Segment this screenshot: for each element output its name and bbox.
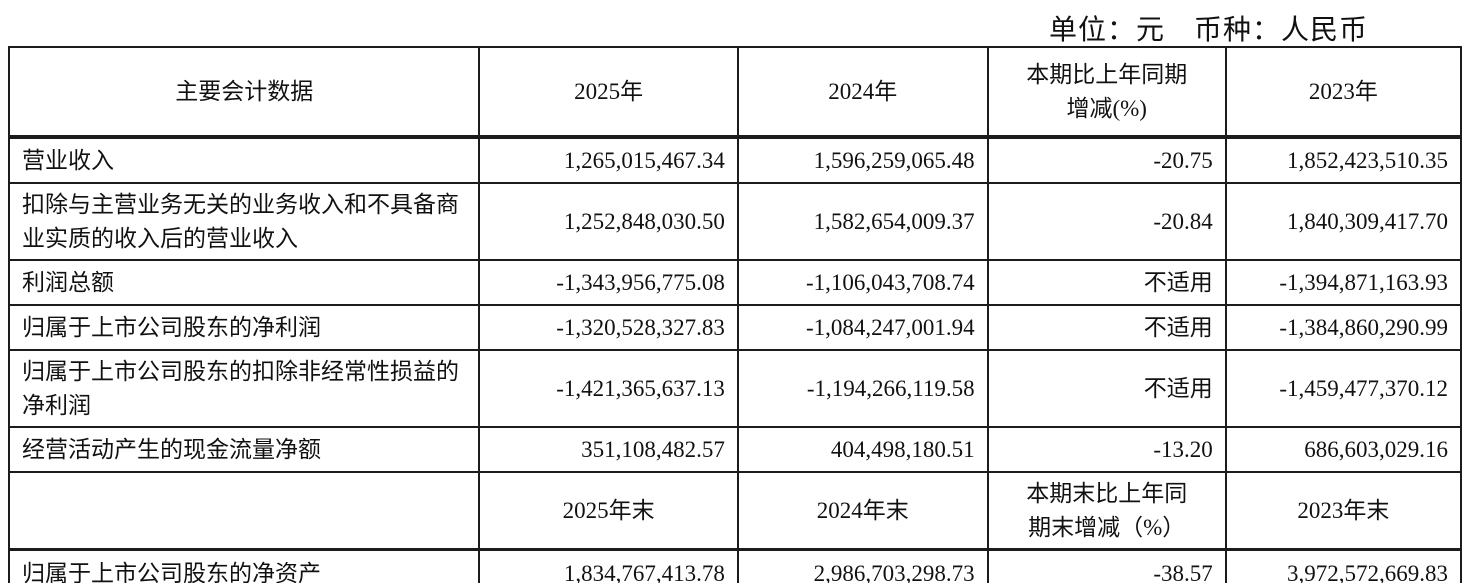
cell-change: -20.75 xyxy=(986,136,1227,184)
row-label: 归属于上市公司股东的扣除非经常性损益的净利润 xyxy=(7,349,481,428)
row-label: 利润总额 xyxy=(7,259,481,306)
cell-2023: -1,459,477,370.12 xyxy=(1224,349,1463,428)
cell-2025: -1,343,956,775.08 xyxy=(478,259,739,306)
header-yearend-change: 本期末比上年同 期末增减（%） xyxy=(986,471,1227,551)
header-2023: 2023年 xyxy=(1224,46,1463,139)
cell-2024: 2,986,703,298.73 xyxy=(736,548,989,583)
header-empty xyxy=(7,471,481,551)
row-label: 扣除与主营业务无关的业务收入和不具备商业实质的收入后的营业收入 xyxy=(7,182,481,261)
table-row: 营业收入 1,265,015,467.34 1,596,259,065.48 -… xyxy=(7,136,1463,184)
cell-2025: 351,108,482.57 xyxy=(478,426,739,473)
table-row: 扣除与主营业务无关的业务收入和不具备商业实质的收入后的营业收入 1,252,84… xyxy=(7,182,1463,261)
row-label: 营业收入 xyxy=(7,136,481,184)
cell-2023: 3,972,572,669.83 xyxy=(1224,548,1463,583)
header-main-data: 主要会计数据 xyxy=(7,46,481,139)
cell-2024: -1,194,266,119.58 xyxy=(736,349,989,428)
row-label: 归属于上市公司股东的净资产 xyxy=(7,548,481,583)
cell-change: -13.20 xyxy=(986,426,1227,473)
header-yoy-change: 本期比上年同期 增减(%) xyxy=(986,46,1227,139)
cell-2024: 1,596,259,065.48 xyxy=(736,136,989,184)
header-2024-end: 2024年末 xyxy=(736,471,989,551)
cell-2023: -1,394,871,163.93 xyxy=(1224,259,1463,306)
cell-2025: -1,421,365,637.13 xyxy=(478,349,739,428)
cell-2023: 1,840,309,417.70 xyxy=(1224,182,1463,261)
cell-2023: 1,852,423,510.35 xyxy=(1224,136,1463,184)
unit-currency-caption: 单位：元 币种：人民币 xyxy=(1048,15,1368,46)
cell-change: -20.84 xyxy=(986,182,1227,261)
key-accounting-data-table: 主要会计数据 2025年 2024年 本期比上年同期 增减(%) 2023年 营… xyxy=(7,46,1463,583)
header-2025-end: 2025年末 xyxy=(478,471,739,551)
row-label: 经营活动产生的现金流量净额 xyxy=(7,426,481,473)
header-2025: 2025年 xyxy=(478,46,739,139)
header-2024: 2024年 xyxy=(736,46,989,139)
table-header-row: 主要会计数据 2025年 2024年 本期比上年同期 增减(%) 2023年 xyxy=(7,46,1463,139)
table-row: 归属于上市公司股东的净资产 1,834,767,413.78 2,986,703… xyxy=(7,548,1463,583)
header-2023-end: 2023年末 xyxy=(1224,471,1463,551)
table-row: 归属于上市公司股东的净利润 -1,320,528,327.83 -1,084,2… xyxy=(7,304,1463,351)
cell-2024: -1,084,247,001.94 xyxy=(736,304,989,351)
table-row: 利润总额 -1,343,956,775.08 -1,106,043,708.74… xyxy=(7,259,1463,306)
cell-2024: 1,582,654,009.37 xyxy=(736,182,989,261)
cell-2025: 1,265,015,467.34 xyxy=(478,136,739,184)
cell-change: 不适用 xyxy=(986,349,1227,428)
cell-2025: 1,252,848,030.50 xyxy=(478,182,739,261)
row-label: 归属于上市公司股东的净利润 xyxy=(7,304,481,351)
table-row: 经营活动产生的现金流量净额 351,108,482.57 404,498,180… xyxy=(7,426,1463,473)
cell-change: 不适用 xyxy=(986,304,1227,351)
cell-2025: -1,320,528,327.83 xyxy=(478,304,739,351)
cell-2024: -1,106,043,708.74 xyxy=(736,259,989,306)
cell-2023: -1,384,860,290.99 xyxy=(1224,304,1463,351)
cell-2023: 686,603,029.16 xyxy=(1224,426,1463,473)
table-header-row-yearend: 2025年末 2024年末 本期末比上年同 期末增减（%） 2023年末 xyxy=(7,471,1463,551)
cell-change: -38.57 xyxy=(986,548,1227,583)
table-row: 归属于上市公司股东的扣除非经常性损益的净利润 -1,421,365,637.13… xyxy=(7,349,1463,428)
cell-2025: 1,834,767,413.78 xyxy=(478,548,739,583)
cell-change: 不适用 xyxy=(986,259,1227,306)
cell-2024: 404,498,180.51 xyxy=(736,426,989,473)
